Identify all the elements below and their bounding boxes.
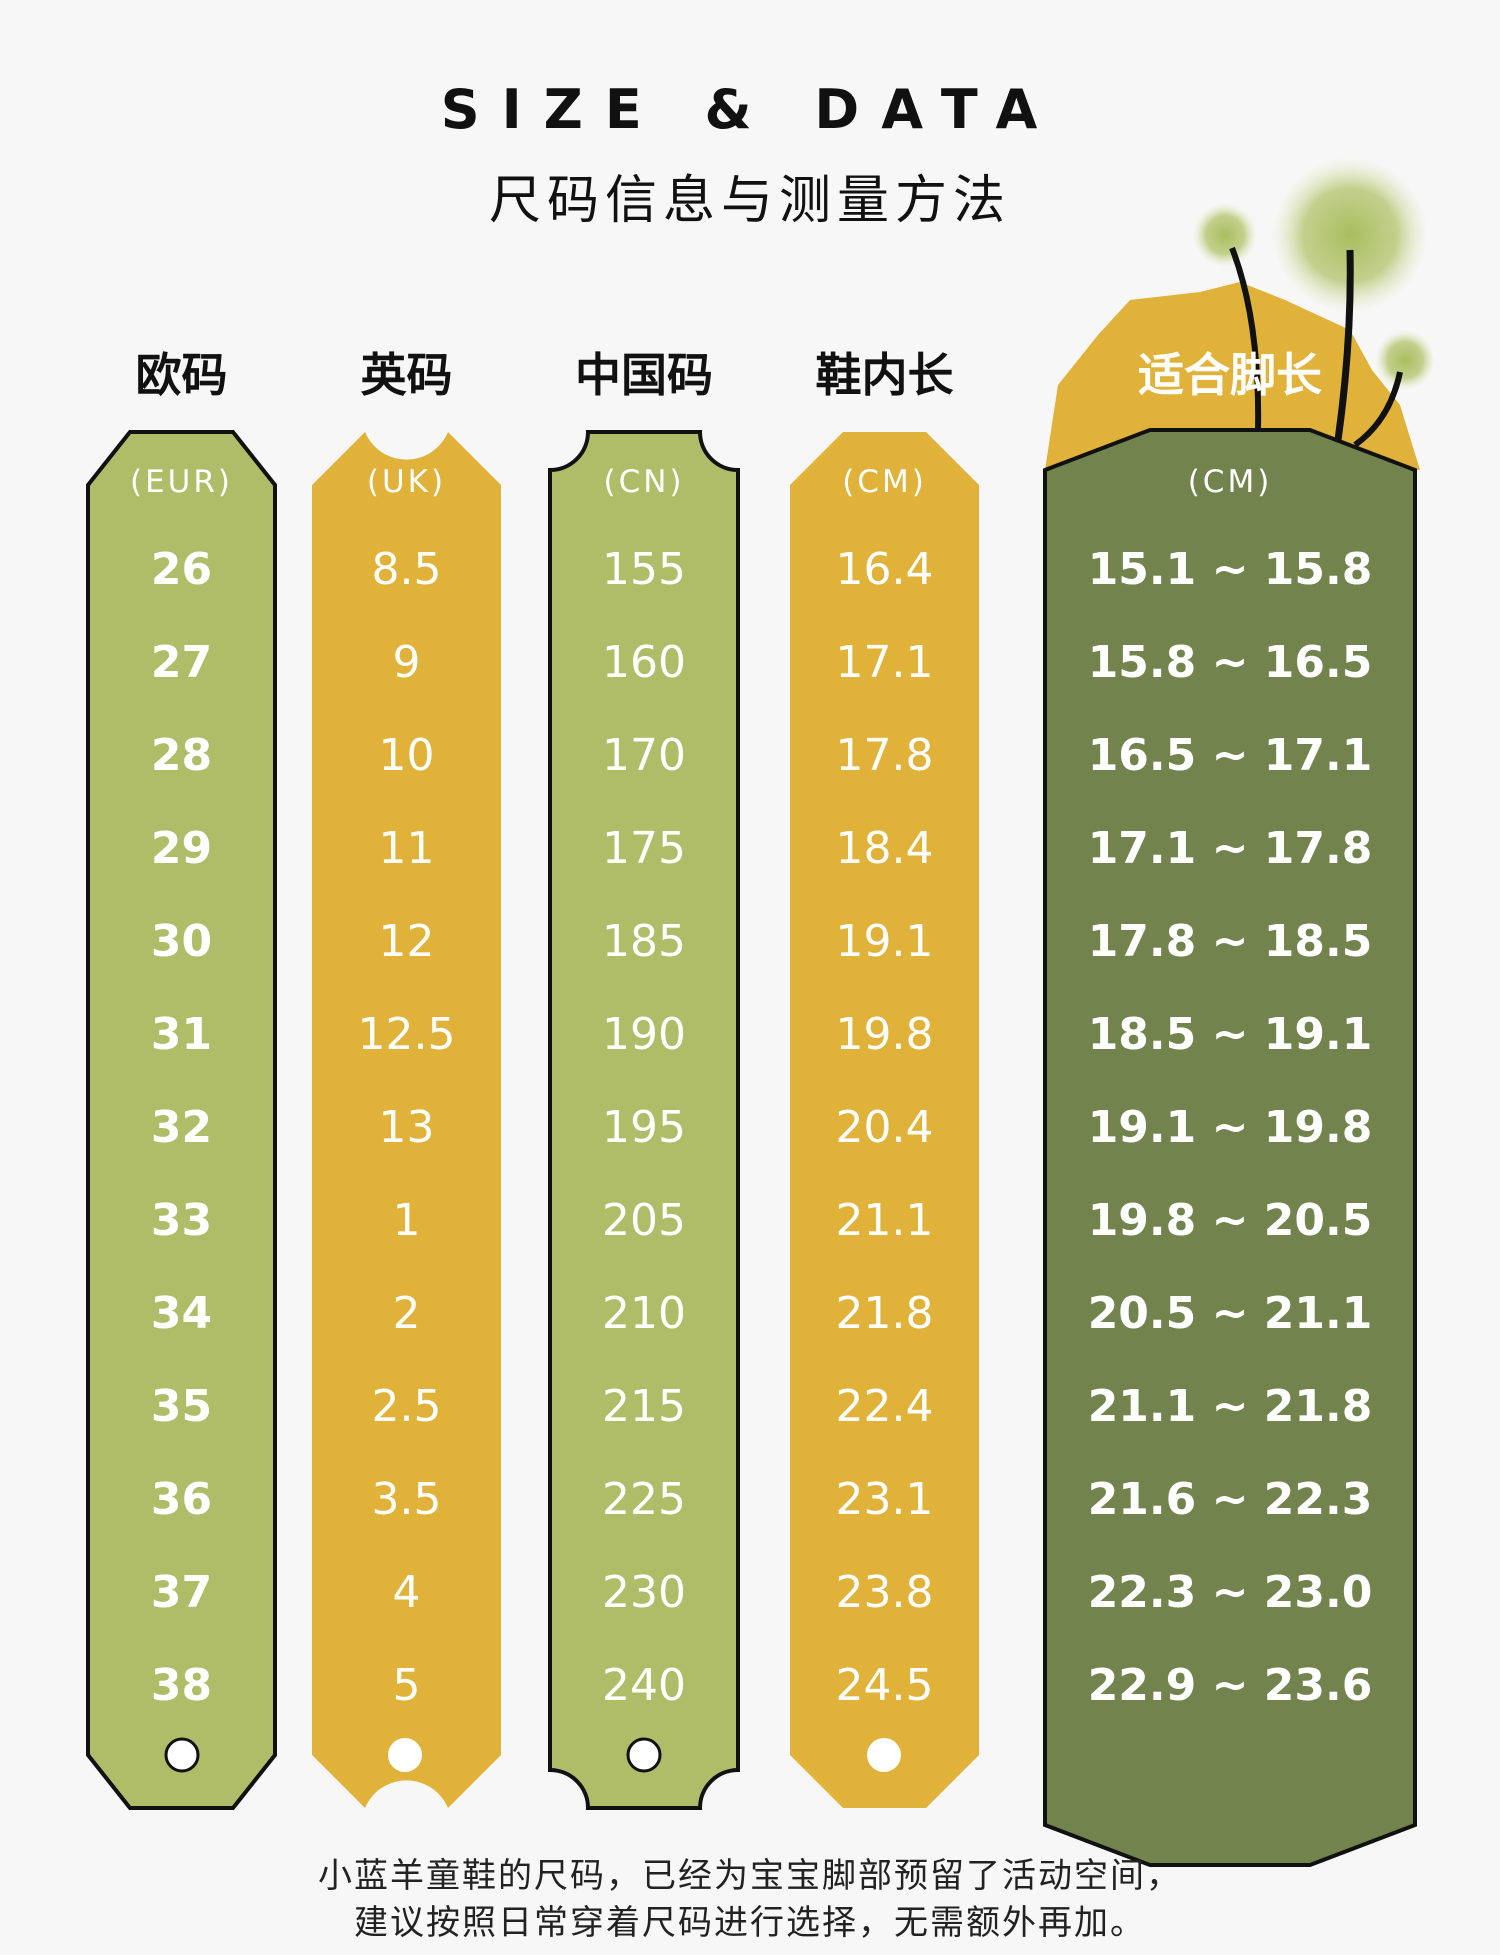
title-english: SIZE & DATA [440,78,1060,141]
cell-foot-length-row-11: 21.6 ~ 22.3 [1087,1474,1373,1525]
cell-foot-length-row-5: 17.8 ~ 18.5 [1087,916,1373,967]
cell-foot-length-row-10: 21.1 ~ 21.8 [1087,1381,1373,1432]
cell-uk-row-5: 12 [378,916,435,967]
cell-eur-row-1: 26 [150,544,213,595]
cell-cn-row-13: 240 [602,1660,686,1711]
cell-foot-length-row-4: 17.1 ~ 17.8 [1087,823,1373,874]
strip-eur [86,430,277,1810]
cell-eur-row-12: 37 [150,1567,213,1618]
cell-cm-row-8: 21.1 [835,1195,934,1246]
cell-cn-row-2: 160 [602,637,686,688]
cell-uk-row-10: 2.5 [371,1381,442,1432]
cell-foot-length-row-1: 15.1 ~ 15.8 [1087,544,1373,595]
cell-cm-row-9: 21.8 [835,1288,934,1339]
cell-foot-length-row-3: 16.5 ~ 17.1 [1087,730,1373,781]
strip-cn [548,430,740,1810]
cell-uk-row-13: 5 [392,1660,421,1711]
cell-cm-row-1: 16.4 [835,544,934,595]
cell-foot-length-row-7: 19.1 ~ 19.8 [1087,1102,1373,1153]
cell-foot-length-row-9: 20.5 ~ 21.1 [1087,1288,1373,1339]
cell-eur-row-7: 32 [150,1102,213,1153]
cell-eur-row-11: 36 [150,1474,213,1525]
cell-cm-row-10: 22.4 [835,1381,934,1432]
cell-eur-row-13: 38 [150,1660,213,1711]
footnote-line-1: 小蓝羊童鞋的尺码，已经为宝宝脚部预留了活动空间， [318,1856,1182,1896]
cell-cn-row-1: 155 [602,544,686,595]
cell-eur-row-3: 28 [150,730,213,781]
cell-cm-row-3: 17.8 [835,730,934,781]
unit-eur: (EUR) [129,464,233,500]
header-foot-length: 适合脚长 [1138,348,1322,402]
cell-cn-row-3: 170 [602,730,686,781]
unit-cn: (CN) [603,464,685,500]
cell-cm-row-13: 24.5 [835,1660,934,1711]
cell-eur-row-6: 31 [150,1009,213,1060]
hang-hole-eur [164,1737,200,1773]
mountain-decoration [1045,282,1420,470]
header-eur: 欧码 [135,348,228,402]
cell-cn-row-11: 225 [602,1474,686,1525]
cell-eur-row-5: 30 [150,916,213,967]
cell-cn-row-8: 205 [602,1195,686,1246]
cell-cn-row-9: 210 [602,1288,686,1339]
cell-uk-row-2: 9 [392,637,421,688]
cell-eur-row-2: 27 [150,637,213,688]
cell-uk-row-7: 13 [378,1102,435,1153]
footnote-line-2: 建议按照日常穿着尺码进行选择，无需额外再加。 [354,1903,1146,1943]
cell-eur-row-4: 29 [150,823,213,874]
cell-foot-length-row-6: 18.5 ~ 19.1 [1087,1009,1373,1060]
cell-cn-row-5: 185 [602,916,686,967]
cell-uk-row-12: 4 [392,1567,421,1618]
cell-cm-row-2: 17.1 [835,637,934,688]
cell-eur-row-8: 33 [150,1195,213,1246]
cell-cn-row-10: 215 [602,1381,686,1432]
tree-large-icon [1272,157,1428,313]
cell-cn-row-6: 190 [602,1009,686,1060]
cell-uk-row-9: 2 [392,1288,421,1339]
cell-uk-row-4: 11 [378,823,435,874]
strip-uk [312,432,501,1808]
unit-uk: (UK) [366,464,447,500]
cell-eur-row-10: 35 [150,1381,213,1432]
cell-cm-row-11: 23.1 [835,1474,934,1525]
cell-cm-row-6: 19.8 [835,1009,934,1060]
cell-cn-row-7: 195 [602,1102,686,1153]
cell-uk-row-3: 10 [378,730,435,781]
header-uk: 英码 [360,348,453,402]
cell-cm-row-4: 18.4 [835,823,934,874]
unit-cm: (CM) [842,464,927,500]
cell-foot-length-row-2: 15.8 ~ 16.5 [1087,637,1373,688]
cell-foot-length-row-8: 19.8 ~ 20.5 [1087,1195,1373,1246]
strip-cm [790,432,979,1808]
cell-uk-row-8: 1 [392,1195,421,1246]
hang-hole-cm [867,1738,901,1772]
cell-cm-row-12: 23.8 [835,1567,934,1618]
cell-uk-row-1: 8.5 [371,544,442,595]
cell-uk-row-11: 3.5 [371,1474,442,1525]
cell-cn-row-12: 230 [602,1567,686,1618]
cell-foot-length-row-13: 22.9 ~ 23.6 [1087,1660,1373,1711]
strip-foot-length [1043,428,1417,1867]
tree-small-icon [1193,203,1257,267]
title-chinese: 尺码信息与测量方法 [488,171,1011,231]
unit-foot-length: (CM) [1187,464,1273,500]
header-cn: 中国码 [575,348,713,402]
cell-cn-row-4: 175 [602,823,686,874]
hang-hole-cn [626,1737,662,1773]
cell-cm-row-5: 19.1 [835,916,934,967]
hang-hole-uk [388,1738,422,1772]
header-cm: 鞋内长 [815,348,954,402]
tree-right-icon [1375,330,1435,390]
cell-cm-row-7: 20.4 [835,1102,934,1153]
cell-eur-row-9: 34 [150,1288,213,1339]
cell-uk-row-6: 12.5 [357,1009,456,1060]
cell-foot-length-row-12: 22.3 ~ 23.0 [1087,1567,1373,1618]
